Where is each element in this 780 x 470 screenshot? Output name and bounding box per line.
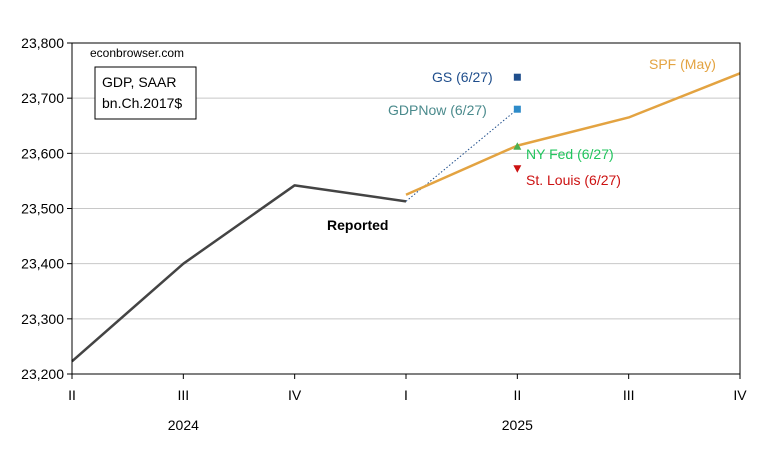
x-tick-label: III: [623, 387, 635, 403]
y-tick-label: 23,400: [21, 256, 64, 272]
plot-frame: [71, 42, 741, 375]
legend-box: GDP, SAAR bn.Ch.2017$: [94, 66, 197, 120]
nowcast-markers: [513, 73, 522, 173]
year-label: 2025: [502, 417, 533, 433]
y-tick-label: 23,800: [21, 35, 64, 51]
watermark: econbrowser.com: [90, 46, 184, 60]
x-tick-label: II: [513, 387, 521, 403]
nowcast-marker-square: [513, 105, 521, 113]
y-tick-label: 23,300: [21, 311, 64, 327]
series-label-spf: SPF (May): [649, 56, 716, 72]
legend-box-line-1: GDP, SAAR: [102, 74, 176, 90]
legend-box-line-2: bn.Ch.2017$: [102, 95, 182, 111]
year-label: 2024: [168, 417, 199, 433]
series-label-reported: Reported: [327, 217, 388, 233]
series-line-spf: [405, 72, 741, 196]
x-tick-label: I: [404, 387, 408, 403]
y-tick-label: 23,600: [21, 145, 64, 161]
nowcast-marker-triangle-up: [513, 142, 522, 150]
label-gdpnow: GDPNow (6/27): [388, 102, 487, 118]
y-tick-label: 23,500: [21, 201, 64, 217]
year-labels: 2024 2025: [168, 417, 533, 433]
y-tick-label: 23,200: [21, 366, 64, 382]
x-tick-label: III: [177, 387, 189, 403]
x-tick-label: IV: [288, 387, 302, 403]
label-gs: GS (6/27): [432, 69, 493, 85]
label-stlouis: St. Louis (6/27): [526, 172, 621, 188]
x-tick-label: II: [68, 387, 76, 403]
series-lines: [71, 72, 741, 363]
nowcast-marker-square: [513, 73, 521, 81]
series-line-reported: [71, 184, 407, 363]
y-tick-label: 23,700: [21, 90, 64, 106]
x-tick-label: IV: [733, 387, 747, 403]
label-nyfed: NY Fed (6/27): [526, 146, 614, 162]
x-axis-ticks: II III IV I II III IV: [68, 374, 747, 403]
nowcast-connector: [405, 108, 518, 202]
y-axis-ticks: 23,200 23,300 23,400 23,500 23,600 23,700 23,8…: [21, 35, 72, 382]
nowcast-marker-triangle-down: [513, 165, 522, 173]
gridlines: [72, 97, 740, 320]
